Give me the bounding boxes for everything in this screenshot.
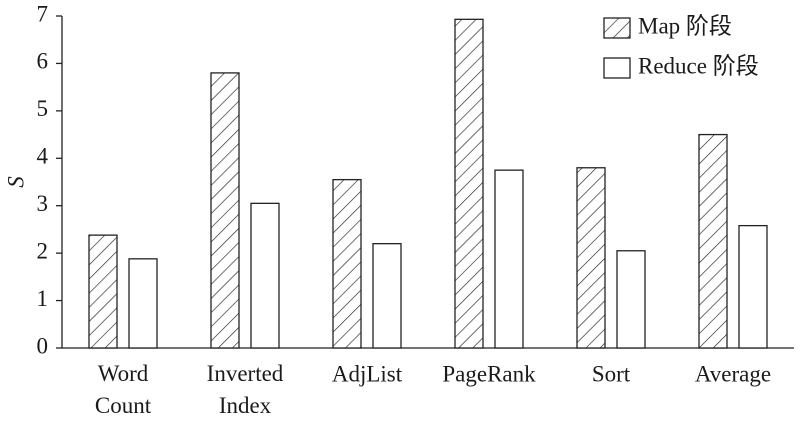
y-tick-label: 4 — [37, 144, 49, 169]
bar — [738, 224, 768, 349]
bar — [372, 243, 402, 349]
bar — [250, 202, 280, 349]
legend-label: Reduce 阶段 — [638, 53, 759, 78]
x-tick-label: Inverted Index — [207, 361, 284, 418]
bar — [332, 178, 362, 349]
x-tick-label: Sort — [592, 361, 631, 386]
bar — [698, 133, 728, 349]
y-tick-label: 2 — [37, 238, 49, 263]
bar — [616, 250, 646, 349]
legend-swatch — [603, 57, 631, 79]
x-tick-label: Word Count — [95, 361, 152, 418]
x-tick-label: PageRank — [442, 361, 536, 386]
bar — [494, 169, 524, 349]
legend-label: Map 阶段 — [638, 13, 732, 38]
y-tick-label: 7 — [37, 1, 49, 26]
x-tick-label: AdjList — [332, 361, 403, 386]
bar — [128, 258, 158, 349]
y-tick-label: 5 — [37, 96, 49, 121]
x-tick-label: Average — [695, 361, 771, 386]
y-tick-label: 3 — [37, 191, 49, 216]
bar — [576, 167, 606, 349]
y-tick-label: 6 — [37, 49, 49, 74]
y-tick-label: 1 — [37, 286, 49, 311]
legend-swatch — [603, 17, 631, 39]
y-axis-label: S — [3, 176, 28, 188]
bar — [454, 18, 484, 349]
bar — [88, 234, 118, 349]
bar — [210, 72, 240, 349]
y-tick-label: 0 — [37, 333, 49, 358]
